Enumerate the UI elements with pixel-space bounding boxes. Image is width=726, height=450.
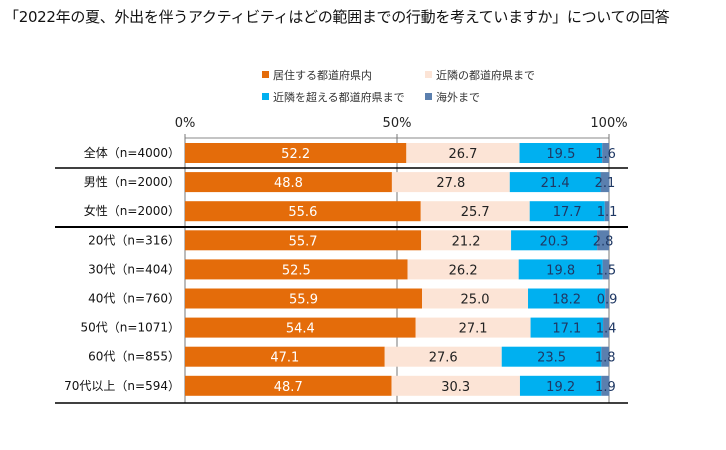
data-label: 1.9 (595, 380, 616, 395)
bar-segment (601, 346, 609, 367)
data-label: 52.5 (282, 263, 311, 278)
bar-segment (415, 317, 531, 338)
bar-segment (185, 259, 408, 280)
x-tick-label: 50% (383, 116, 412, 131)
bar-segment (407, 259, 519, 280)
category-label: 50代（n=1071） (81, 321, 180, 335)
bar-segment (501, 346, 602, 367)
bar-segment (519, 375, 602, 396)
data-label: 1.5 (595, 263, 616, 278)
category-label: 全体（n=4000） (84, 145, 180, 160)
bar-segment (600, 172, 610, 193)
bar-segment (422, 288, 529, 309)
category-label: 40代（n=760） (88, 292, 180, 306)
legend-swatch (262, 93, 269, 100)
legend-swatch (262, 71, 269, 78)
data-label: 55.9 (289, 293, 318, 308)
bar-segment (530, 317, 604, 338)
data-label: 1.4 (596, 322, 617, 337)
data-label: 0.9 (597, 293, 618, 308)
data-label: 2.1 (595, 176, 616, 191)
data-label: 55.7 (289, 234, 318, 249)
legend-swatch (425, 71, 432, 78)
bar-segment (185, 143, 407, 163)
data-label: 25.0 (461, 293, 490, 308)
data-label: 17.1 (552, 322, 581, 337)
bar-segment (605, 288, 609, 309)
data-label: 19.2 (546, 380, 575, 395)
category-label: 60代（n=855） (88, 350, 180, 364)
bar-segment (421, 230, 512, 251)
data-label: 54.4 (286, 322, 315, 337)
data-label: 52.2 (281, 147, 310, 162)
data-label: 47.1 (270, 351, 299, 366)
data-label: 1.8 (595, 351, 616, 366)
data-label: 48.8 (274, 176, 303, 191)
data-label: 21.2 (452, 234, 481, 249)
bar-segment (604, 201, 610, 222)
bar-segment (528, 288, 606, 309)
bar-segment (185, 317, 416, 338)
data-label: 26.7 (448, 147, 477, 162)
data-label: 27.6 (429, 351, 458, 366)
category-label: 30代（n=404） (88, 262, 180, 276)
bar-segment (603, 317, 609, 338)
category-label: 女性（n=2000） (84, 203, 180, 218)
data-label: 27.8 (436, 176, 465, 191)
data-label: 26.2 (449, 263, 478, 278)
bar-segment (602, 143, 609, 163)
bar-segment (602, 259, 609, 280)
data-label: 19.8 (546, 263, 575, 278)
bar-segment (391, 375, 520, 396)
data-label: 18.2 (552, 293, 581, 308)
category-label: 男性（n=2000） (84, 175, 180, 189)
data-label: 25.7 (461, 205, 490, 220)
category-label: 70代以上（n=594） (64, 379, 180, 393)
data-label: 19.5 (546, 147, 575, 162)
bar-segment (597, 230, 609, 251)
data-label: 48.7 (274, 380, 303, 395)
data-label: 27.1 (459, 322, 488, 337)
bar-segment (185, 172, 392, 193)
legend-label: 海外まで (436, 90, 480, 104)
bar-segment (518, 259, 603, 280)
data-label: 23.5 (537, 351, 566, 366)
legend-swatch (425, 93, 432, 100)
bar-segment (519, 143, 603, 163)
bar-segment (391, 172, 510, 193)
bar-segment (529, 201, 605, 222)
data-label: 1.1 (597, 205, 618, 220)
data-label: 55.6 (288, 205, 317, 220)
bar-segment (384, 346, 502, 367)
bar-segment (406, 143, 520, 163)
x-tick-label: 0% (175, 116, 196, 131)
legend-label: 近隣を超える都道府県まで (273, 90, 405, 104)
bar-segment (509, 172, 601, 193)
data-label: 20.3 (540, 234, 569, 249)
data-label: 17.7 (553, 205, 582, 220)
bar-segment (511, 230, 598, 251)
bar-segment (601, 375, 610, 396)
bar-segment (185, 346, 385, 367)
bar-segment (185, 288, 423, 309)
legend-label: 近隣の都道府県まで (436, 68, 535, 82)
data-label: 30.3 (441, 380, 470, 395)
bar-segment (420, 201, 530, 222)
data-label: 1.6 (595, 147, 616, 162)
x-tick-label: 100% (590, 116, 627, 131)
chart-title: 「2022年の夏、外出を伴うアクティビティはどの範囲までの行動を考えていますか」… (4, 8, 670, 26)
legend-label: 居住する都道府県内 (273, 68, 372, 82)
bar-segment (185, 375, 392, 396)
bar-segment (185, 201, 421, 222)
data-label: 21.4 (541, 176, 570, 191)
category-label: 20代（n=316） (88, 233, 180, 247)
bar-segment (185, 230, 422, 251)
data-label: 2.8 (593, 234, 614, 249)
